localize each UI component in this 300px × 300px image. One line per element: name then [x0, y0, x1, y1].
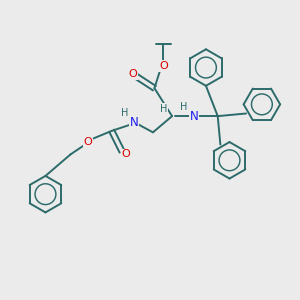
Text: H: H — [180, 102, 188, 112]
Text: N: N — [190, 110, 199, 123]
Text: O: O — [122, 149, 130, 159]
Text: H: H — [121, 108, 128, 118]
Text: O: O — [128, 69, 137, 79]
Text: H: H — [160, 104, 167, 114]
Text: N: N — [129, 116, 138, 128]
Text: O: O — [159, 61, 168, 71]
Text: O: O — [84, 137, 92, 147]
